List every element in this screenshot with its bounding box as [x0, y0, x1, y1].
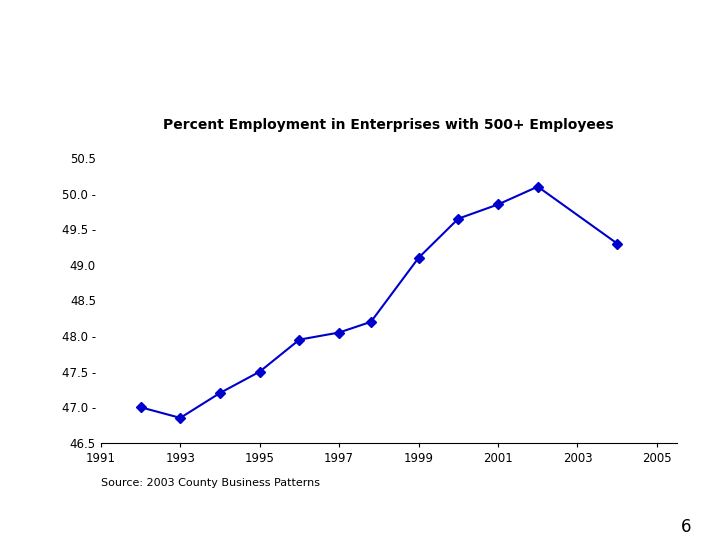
- Text: 6: 6: [680, 518, 691, 536]
- Text: Larger enterprises have been losing
share of employment: Larger enterprises have been losing shar…: [76, 23, 644, 83]
- Text: Source: 2003 County Business Patterns: Source: 2003 County Business Patterns: [101, 478, 320, 488]
- Title: Percent Employment in Enterprises with 500+ Employees: Percent Employment in Enterprises with 5…: [163, 118, 614, 132]
